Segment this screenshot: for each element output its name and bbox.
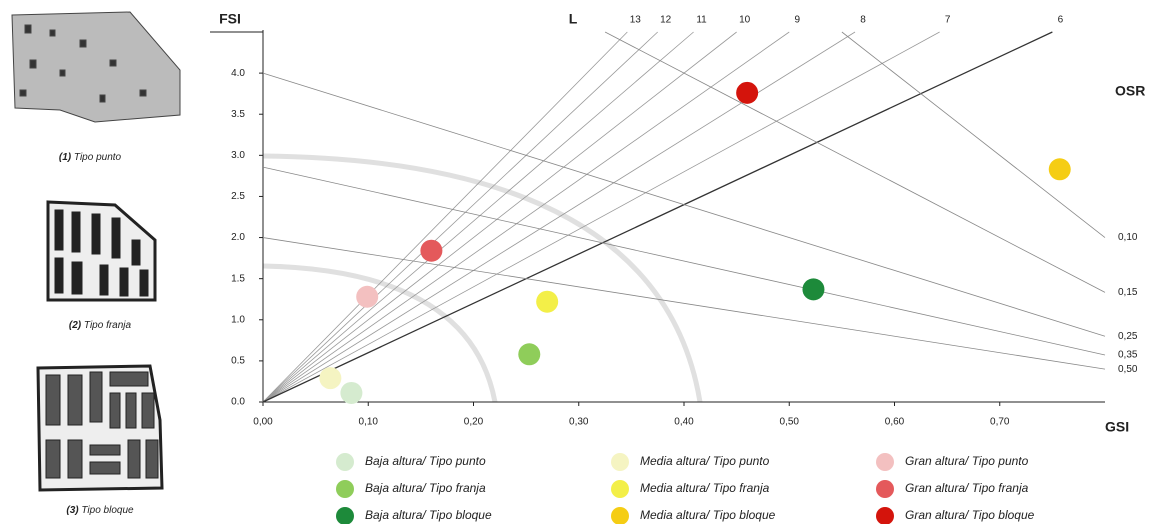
l-label: 9 bbox=[794, 15, 800, 26]
point bbox=[802, 278, 824, 300]
l-label: 11 bbox=[696, 15, 707, 26]
l-line bbox=[263, 32, 737, 402]
osr-label: 0,25 bbox=[1118, 331, 1138, 342]
l-line bbox=[263, 32, 940, 402]
legend-swatch bbox=[611, 453, 629, 471]
site-plan-1 bbox=[12, 12, 180, 122]
osr-label: 0,15 bbox=[1118, 287, 1138, 298]
osr-label: OSR bbox=[1115, 83, 1145, 99]
point bbox=[420, 240, 442, 262]
legend-swatch bbox=[876, 453, 894, 471]
y-tick-label: 3.5 bbox=[231, 109, 245, 120]
caption-label: Tipo franja bbox=[84, 320, 132, 331]
legend-label: Media altura/ Tipo bloque bbox=[640, 508, 776, 522]
y-tick-label: 0.5 bbox=[231, 356, 245, 367]
osr-line bbox=[842, 32, 1105, 238]
legend-label: Gran altura/ Tipo franja bbox=[905, 481, 1029, 495]
caption: (2) Tipo franja bbox=[69, 320, 132, 331]
x-tick-label: 0,00 bbox=[253, 417, 273, 428]
y-axis-label: FSI bbox=[219, 11, 241, 27]
legend-swatch bbox=[336, 507, 354, 524]
x-tick-label: 0,20 bbox=[464, 417, 484, 428]
osr-line bbox=[263, 73, 1105, 336]
y-tick-label: 1.0 bbox=[231, 314, 245, 325]
l-label: 12 bbox=[660, 15, 672, 26]
caption-label: Tipo punto bbox=[74, 152, 122, 163]
legend-swatch bbox=[611, 507, 629, 524]
l-line bbox=[263, 32, 1052, 402]
x-tick-label: 0,60 bbox=[885, 417, 905, 428]
x-axis-label: GSI bbox=[1105, 419, 1129, 435]
osr-line bbox=[605, 32, 1105, 292]
l-label: 10 bbox=[739, 15, 751, 26]
y-tick-label: 2.0 bbox=[231, 232, 245, 243]
site-plan-2 bbox=[48, 202, 155, 300]
legend-label: Media altura/ Tipo punto bbox=[640, 454, 770, 468]
caption-number: (1) bbox=[59, 152, 72, 163]
legend-swatch bbox=[611, 480, 629, 498]
l-label: 7 bbox=[945, 15, 951, 26]
caption-number: (3) bbox=[66, 505, 79, 516]
l-line bbox=[263, 32, 658, 402]
legend-swatch bbox=[876, 507, 894, 524]
x-tick-label: 0,40 bbox=[674, 417, 694, 428]
l-label: 13 bbox=[630, 15, 642, 26]
caption-number: (2) bbox=[69, 320, 82, 331]
osr-label: 0,10 bbox=[1118, 232, 1138, 243]
point bbox=[356, 286, 378, 308]
arc bbox=[263, 266, 495, 402]
y-tick-label: 4.0 bbox=[231, 68, 245, 79]
osr-label: 0,35 bbox=[1118, 350, 1138, 361]
point bbox=[340, 382, 362, 404]
y-tick-label: 2.5 bbox=[231, 191, 245, 202]
l-line bbox=[263, 32, 855, 402]
y-tick-label: 3.0 bbox=[231, 150, 245, 161]
legend-label: Gran altura/ Tipo bloque bbox=[905, 508, 1035, 522]
point bbox=[536, 291, 558, 313]
y-tick-label: 1.5 bbox=[231, 273, 245, 284]
y-tick-label: 0.0 bbox=[231, 397, 245, 408]
caption-label: Tipo bloque bbox=[81, 505, 134, 516]
legend-swatch bbox=[336, 480, 354, 498]
legend-label: Baja altura/ Tipo punto bbox=[365, 454, 486, 468]
caption: (3) Tipo bloque bbox=[66, 505, 134, 516]
page: (1) Tipo punto (2) Tipo franja (3) Tipo … bbox=[0, 0, 1155, 524]
osr-line bbox=[263, 167, 1105, 355]
l-label: 6 bbox=[1058, 15, 1064, 26]
caption: (1) Tipo punto bbox=[59, 152, 122, 163]
legend-label: Gran altura/ Tipo punto bbox=[905, 454, 1029, 468]
l-label: L bbox=[569, 11, 578, 27]
osr-label: 0,50 bbox=[1118, 364, 1138, 375]
chart: (1) Tipo punto (2) Tipo franja (3) Tipo … bbox=[0, 0, 1155, 524]
point bbox=[319, 367, 341, 389]
x-tick-label: 0,50 bbox=[780, 417, 800, 428]
x-tick-label: 0,10 bbox=[359, 417, 379, 428]
legend-label: Baja altura/ Tipo franja bbox=[365, 481, 486, 495]
site-plan-3 bbox=[38, 366, 162, 490]
point bbox=[1049, 158, 1071, 180]
legend-swatch bbox=[336, 453, 354, 471]
l-label: 8 bbox=[860, 15, 866, 26]
x-tick-label: 0,30 bbox=[569, 417, 589, 428]
x-tick-label: 0,70 bbox=[990, 417, 1010, 428]
legend-label: Media altura/ Tipo franja bbox=[640, 481, 770, 495]
point bbox=[518, 343, 540, 365]
legend-swatch bbox=[876, 480, 894, 498]
l-line bbox=[263, 32, 627, 402]
legend-label: Baja altura/ Tipo bloque bbox=[365, 508, 492, 522]
point bbox=[736, 82, 758, 104]
l-line bbox=[263, 32, 694, 402]
